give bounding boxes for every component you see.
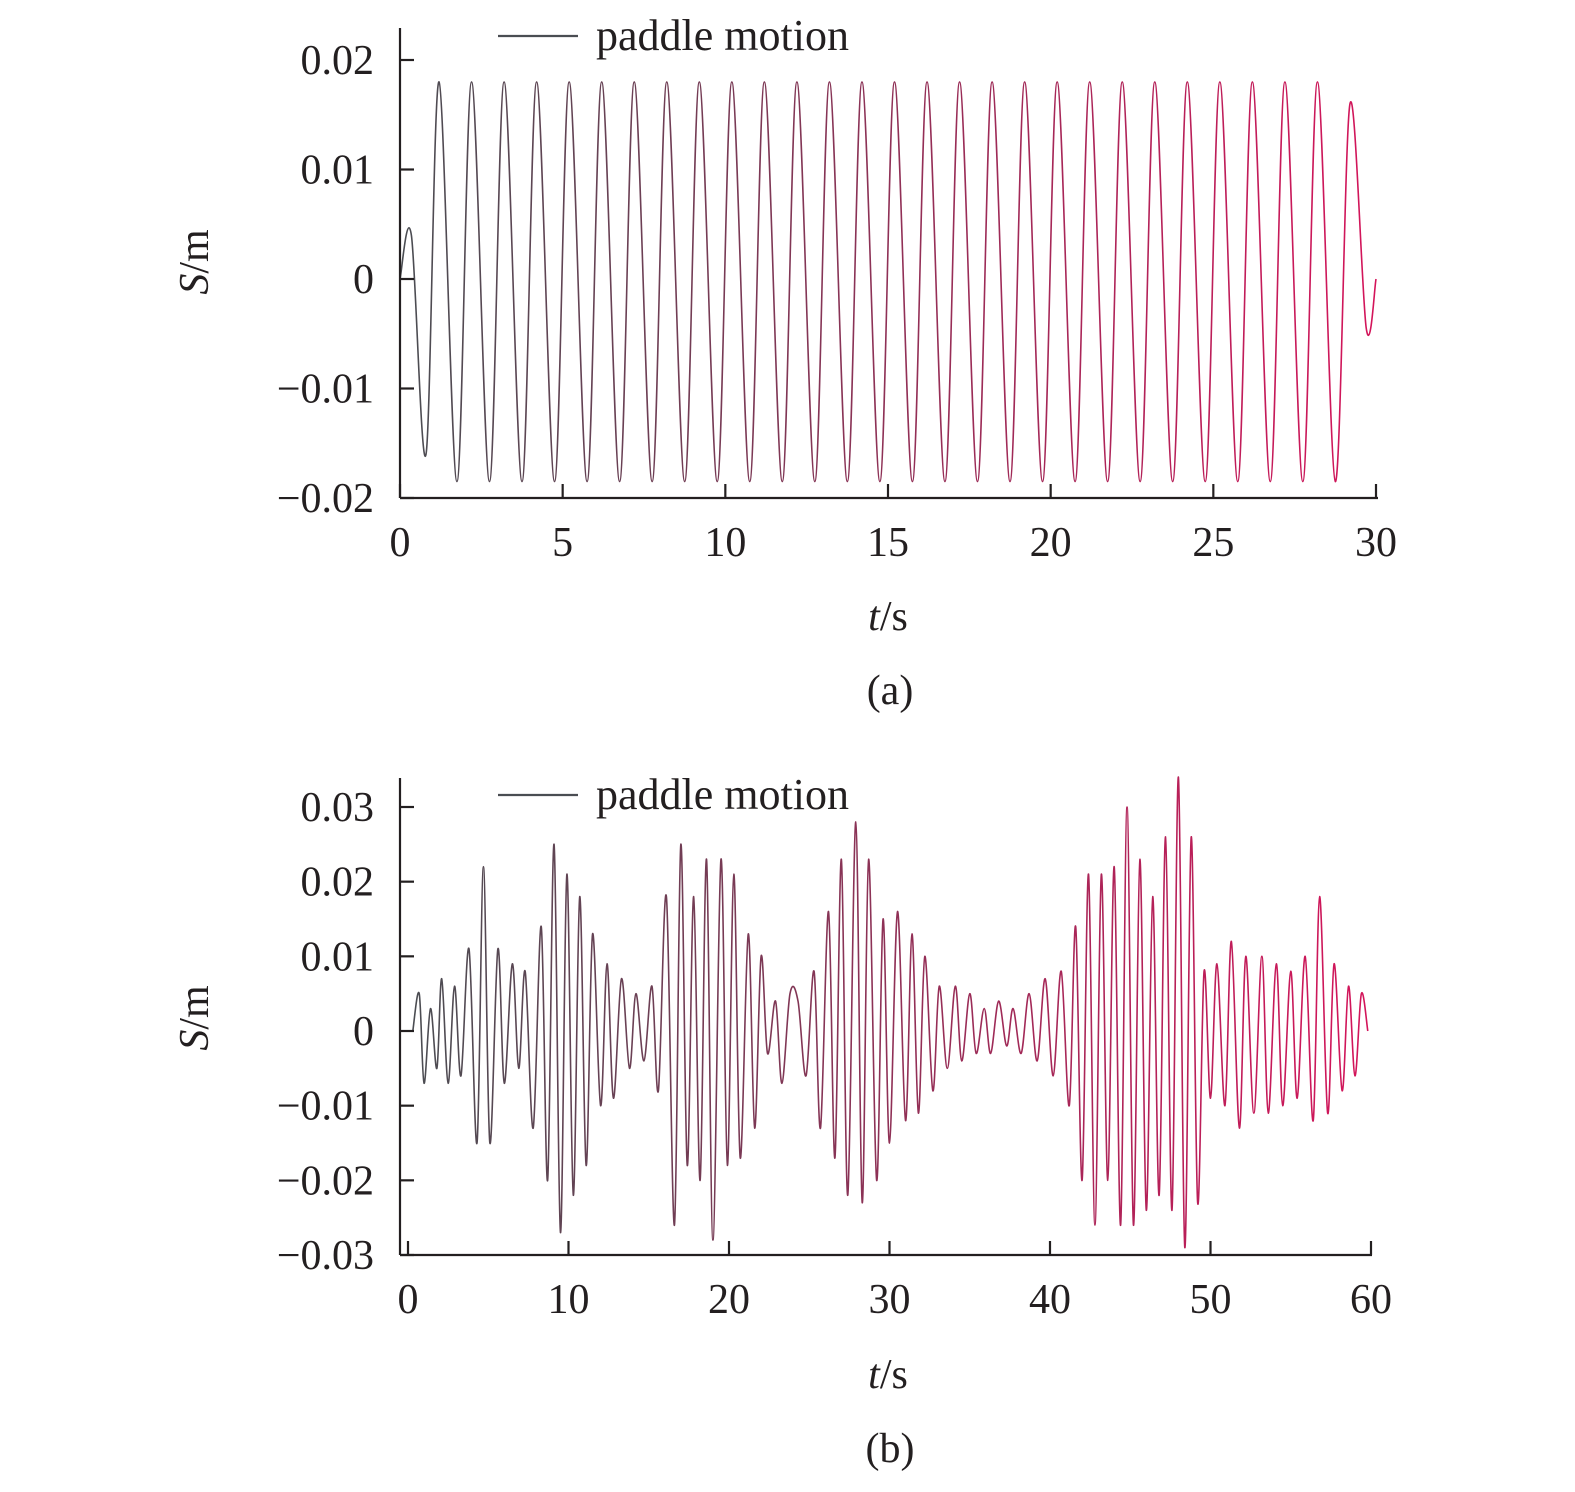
panel-b-y-tick-label: −0.01 — [277, 1084, 374, 1130]
panel-b-y-tick-label: −0.03 — [277, 1233, 374, 1279]
panel-b-label: (b) — [866, 1426, 915, 1472]
panel-b-legend-label: paddle motion — [596, 770, 849, 819]
panel-a-y-axis-label: S/m — [172, 229, 218, 295]
panel-b-x-tick-label: 50 — [1190, 1277, 1232, 1323]
panel-a-y-axis-var: S — [172, 274, 218, 295]
panel-b-x-axis-var: t — [868, 1352, 881, 1398]
panel-b-y-tick-label: 0.01 — [301, 934, 375, 980]
panel-b-y-axis-var: S — [172, 1030, 218, 1051]
panel-b-plot-area — [412, 776, 1369, 1249]
panel-a-x-tick-label: 20 — [1030, 520, 1072, 566]
panel-b-x-ticks: 0 10 20 30 40 50 60 — [398, 1241, 1392, 1323]
panel-b-x-tick-label: 60 — [1350, 1277, 1392, 1323]
panel-b-legend: paddle motion — [498, 770, 849, 819]
panel-a-x-axis-var: t — [868, 594, 881, 640]
panel-b-x-axis-unit: /s — [880, 1352, 908, 1398]
panel-a-y-tick-label: 0.02 — [301, 38, 375, 84]
panel-a-legend: paddle motion — [498, 11, 849, 60]
panel-a-y-axis-unit: /m — [172, 229, 218, 274]
panel-b-x-axis-label: t/s — [868, 1352, 908, 1398]
panel-a-series-line — [399, 81, 1377, 483]
panel-a-x-axis-unit: /s — [880, 594, 908, 640]
panel-a-axes — [398, 28, 1378, 500]
panel-b-x-tick-label: 30 — [869, 1277, 911, 1323]
panel-a-y-tick-label: −0.02 — [277, 476, 374, 522]
panel-b-y-ticks: 0.03 0.02 0.01 0 −0.01 −0.02 −0.03 — [277, 785, 414, 1279]
panel-a-x-tick-label: 5 — [552, 520, 573, 566]
panel-a-y-tick-label: 0 — [353, 257, 374, 303]
panel-a-x-axis-label: t/s — [868, 594, 908, 640]
panel-a-x-tick-label: 30 — [1355, 520, 1397, 566]
panel-a-legend-label: paddle motion — [596, 11, 849, 60]
panel-b-x-tick-label: 20 — [708, 1277, 750, 1323]
panel-a-x-tick-label: 25 — [1192, 520, 1234, 566]
panel-b-y-tick-label: −0.02 — [277, 1158, 374, 1204]
panel-a-x-tick-label: 10 — [704, 520, 746, 566]
panel-a-label: (a) — [867, 668, 914, 714]
panel-a-x-ticks: 0 5 10 15 20 25 30 — [390, 484, 1397, 566]
panel-b-y-axis-label: S/m — [172, 985, 218, 1051]
panel-a-y-ticks: 0.02 0.01 0 −0.01 −0.02 — [277, 38, 414, 522]
panel-b-y-tick-label: 0.03 — [301, 785, 375, 831]
panel-b-x-tick-label: 10 — [548, 1277, 590, 1323]
panel-b: 0 10 20 30 40 50 60 0.03 0.02 0.01 0 −0.01 −0.02 −0.… — [172, 770, 1392, 1472]
panel-b-y-axis-unit: /m — [172, 985, 218, 1030]
panel-a: 0 5 10 15 20 25 30 0.02 0.01 0 −0.01 −0.02 paddle … — [172, 11, 1397, 714]
panel-a-plot-area — [399, 81, 1377, 483]
panel-b-y-tick-label: 0 — [353, 1009, 374, 1055]
panel-a-x-tick-label: 0 — [390, 520, 411, 566]
panel-b-x-tick-label: 0 — [398, 1277, 419, 1323]
panel-b-y-tick-label: 0.02 — [301, 860, 375, 906]
panel-b-x-tick-label: 40 — [1029, 1277, 1071, 1323]
panel-a-y-tick-label: 0.01 — [301, 148, 375, 194]
panel-a-x-tick-label: 15 — [867, 520, 909, 566]
panel-b-series-line — [412, 776, 1369, 1249]
panel-a-y-tick-label: −0.01 — [277, 367, 374, 413]
